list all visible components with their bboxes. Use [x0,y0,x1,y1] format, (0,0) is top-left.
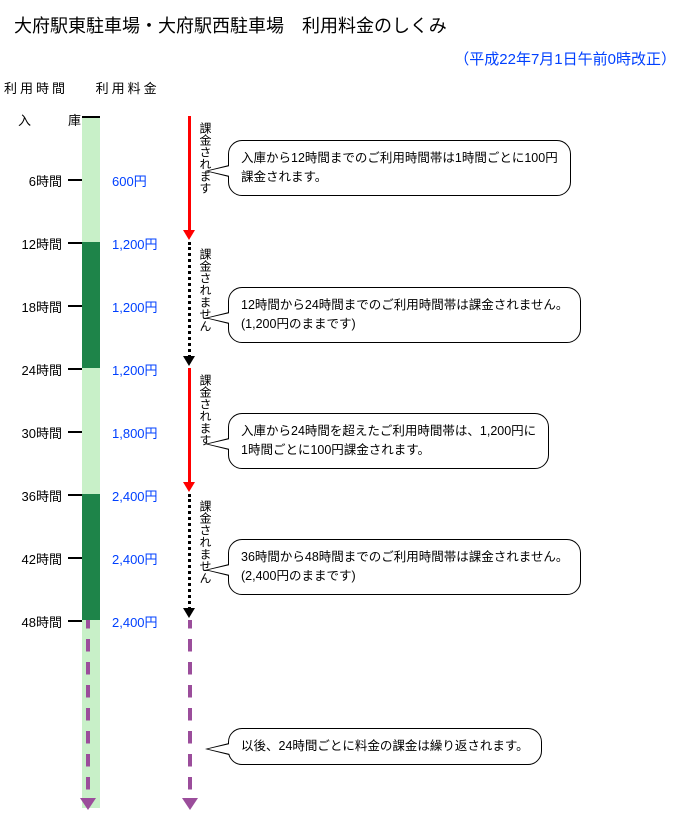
column-headers: 利用時間 利用料金 [0,78,160,97]
tick [68,431,82,433]
callout: 36時間から48時間までのご利用時間帯は課金されません。(2,400円のままです… [228,539,581,595]
arrow-no-charge [188,494,191,610]
tick [68,557,82,559]
segment-label: 課金されます [197,374,214,446]
fee-label: 1,200円 [112,360,182,379]
callout: 12時間から24時間までのご利用時間帯は課金されません。(1,200円のままです… [228,287,581,343]
timeline-bar-dark [82,494,100,620]
time-label: 48時間 [2,612,62,631]
arrow-continue-left [86,620,90,800]
tick [68,494,82,496]
fee-label: 2,400円 [112,612,182,631]
page-title: 大府駅東駐車場・大府駅西駐車場 利用料金のしくみ [0,0,700,38]
arrow-charge [188,116,191,232]
tick [68,242,82,244]
time-label: 12時間 [2,234,62,253]
tick [68,305,82,307]
page-subtitle: （平成22年7月1日午前0時改正） [0,38,700,69]
tick [68,179,82,181]
timeline-bar-dark [82,242,100,368]
tick [68,368,82,370]
time-label: 30時間 [2,423,62,442]
timeline-bar-light [82,116,100,808]
fee-label: 1,200円 [112,234,182,253]
callout: 入庫から24時間を超えたご利用時間帯は、1,200円に1時間ごとに100円課金さ… [228,413,549,469]
arrow-no-charge [188,242,191,358]
segment-label: 課金されます [197,122,214,194]
fee-label: 2,400円 [112,549,182,568]
time-label: 42時間 [2,549,62,568]
fee-label: 1,200円 [112,297,182,316]
fee-label: 1,800円 [112,423,182,442]
diagram-area: 入 庫 6時間 600円 12時間 1,200円 18時間 1,200円 24時間 1,200… [0,112,700,812]
col-fee: 利用料金 [96,78,160,97]
fee-label: 600円 [112,171,182,190]
arrow-continue-right [188,620,192,800]
fee-label: 2,400円 [112,486,182,505]
time-label: 6時間 [2,171,62,190]
arrow-charge [188,368,191,484]
time-label: 18時間 [2,297,62,316]
callout: 以後、24時間ごとに料金の課金は繰り返されます。 [228,728,542,765]
tick [68,620,82,622]
time-label: 36時間 [2,486,62,505]
col-time: 利用時間 [4,78,68,97]
callout: 入庫から12時間までのご利用時間帯は1時間ごとに100円課金されます。 [228,140,571,196]
time-label: 24時間 [2,360,62,379]
entry-label: 入 庫 [18,110,93,129]
